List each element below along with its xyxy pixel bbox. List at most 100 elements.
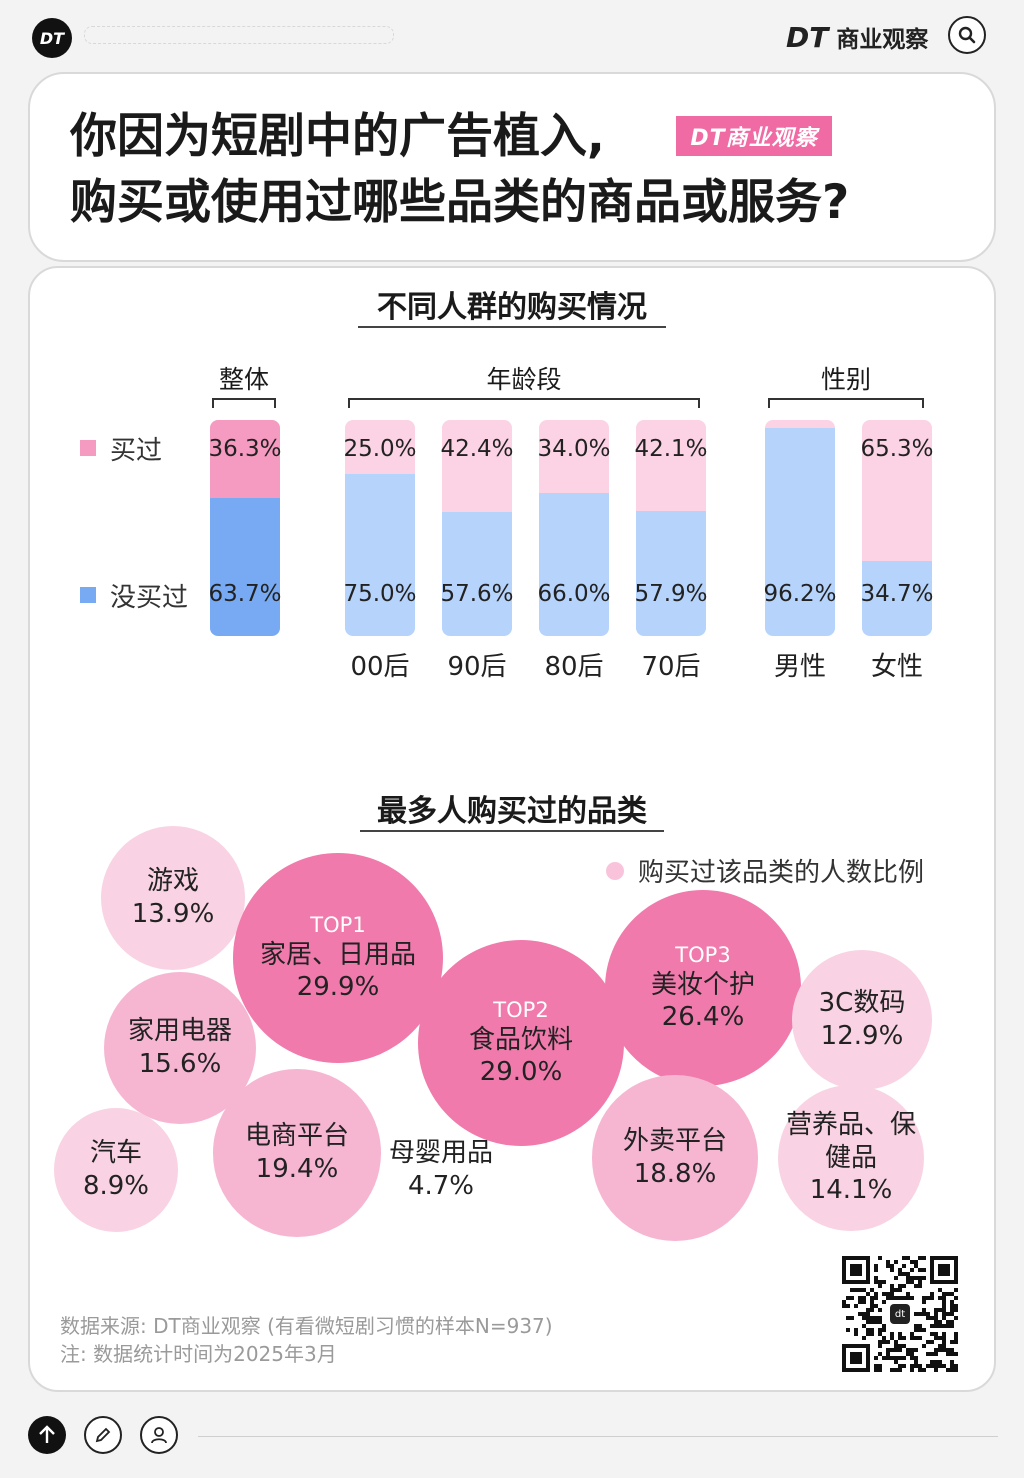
bubble-category-name: 母婴用品 (388, 1138, 493, 1169)
bubble-category-name: 外卖平台 (622, 1126, 727, 1157)
bar-segment-bought (442, 420, 512, 512)
title-badge: DT商业观察 (676, 116, 832, 156)
x-tick-label: 00后 (350, 652, 410, 682)
edit-button[interactable] (84, 1416, 122, 1454)
legend-not-bought-swatch (80, 587, 96, 603)
pencil-icon (95, 1427, 111, 1443)
bar-3 (539, 420, 609, 636)
bubble-rank: TOP3 (675, 943, 731, 968)
scroll-top-button[interactable] (28, 1416, 66, 1454)
bubble-value: 26.4% (661, 1002, 745, 1033)
section-title-groups: 不同人群的购买情况 (377, 290, 647, 325)
bar-1 (345, 420, 415, 636)
bar-label-not-bought: 96.2% (763, 581, 837, 607)
bar-segment-not-bought (636, 510, 706, 636)
group-label-age: 年龄段 (486, 365, 562, 394)
group-label-gender: 性别 (820, 365, 871, 394)
bubble-value: 15.6% (138, 1048, 222, 1079)
bubble-category-name: 游戏 (146, 866, 199, 897)
bar-label-bought: 42.4% (440, 436, 514, 462)
bar-segment-bought (636, 420, 706, 511)
bubble-category-name: 汽车 (89, 1138, 142, 1169)
bubble-legend-dot (606, 862, 624, 880)
user-icon (151, 1427, 167, 1444)
x-tick-label: 80后 (544, 652, 604, 682)
bubble-category-name: 3C数码 (818, 988, 906, 1019)
bar-segment-bought (765, 420, 835, 429)
bubble-value: 14.1% (809, 1175, 893, 1206)
bubble-value: 12.9% (820, 1020, 904, 1051)
bar-segment-not-bought (210, 498, 280, 636)
bar-label-not-bought: 57.9% (634, 581, 708, 607)
bar-segment-bought (539, 420, 609, 494)
bar-segment-not-bought (765, 428, 835, 636)
bubble-value: 4.7% (407, 1170, 475, 1201)
bracket-overall (212, 398, 276, 408)
address-placeholder[interactable] (84, 26, 394, 44)
bar-5 (765, 420, 835, 636)
qr-code[interactable]: dt (842, 1256, 958, 1372)
group-label-overall: 整体 (218, 365, 269, 394)
bubble-value: 18.8% (633, 1158, 717, 1189)
bar-segment-not-bought (539, 493, 609, 636)
brand-dt: DT (786, 20, 829, 54)
title-line-2: 购买或使用过哪些品类的商品或服务? (70, 175, 850, 230)
bubble-value: 19.4% (255, 1153, 339, 1184)
bubble-value: 13.9% (131, 898, 215, 929)
bubble-6: 汽车 8.9% (53, 1107, 179, 1233)
stacked-bar-chart: 36.3% 63.7% 25.0% 75.0% 00后 42.4% 57.6% 90后 34.0… (0, 0, 1024, 700)
bar-label-not-bought: 75.0% (343, 581, 417, 607)
page-title: 你因为短剧中的广告植入, 购买或使用过哪些品类的商品或服务? (70, 104, 950, 236)
bar-label-bought: 65.3% (860, 436, 934, 462)
profile-button[interactable] (140, 1416, 178, 1454)
bubble-rank: TOP1 (310, 913, 366, 938)
dt-logo[interactable]: DT (32, 18, 72, 58)
bubble-chart: 游戏 13.9% TOP1 家居、日用品 29.9% TOP2 食品饮料 29.0% TOP3 美… (53, 825, 933, 1241)
bottom-bar (0, 1400, 1024, 1478)
bubble-value: 29.9% (296, 972, 380, 1003)
search-button[interactable] (948, 16, 986, 54)
bubble-legend-label: 购买过该品类的人数比例 (638, 858, 925, 888)
bar-label-bought: 42.1% (634, 436, 708, 462)
bubble-4: 3C数码 12.9% (791, 949, 933, 1091)
section-title-categories: 最多人购买过的品类 (377, 794, 647, 829)
brand-name: 商业观察 (836, 27, 929, 53)
x-tick-label: 男性 (773, 652, 826, 682)
x-tick-label: 90后 (447, 652, 507, 682)
bracket-age (348, 398, 700, 408)
bar-label-not-bought: 57.6% (440, 581, 514, 607)
date-note: 注: 数据统计时间为2025年3月 (60, 1342, 337, 1366)
bar-segment-not-bought (442, 511, 512, 636)
bar-6 (862, 420, 932, 636)
bubble-9: 外卖平台 18.8% (592, 1075, 758, 1241)
header-card (28, 72, 996, 262)
bar-label-not-bought: 66.0% (537, 581, 611, 607)
bar-label-bought: 25.0% (343, 436, 417, 462)
bubble-category-name: 家用电器 (127, 1016, 232, 1047)
section-title-underline (358, 326, 666, 328)
bar-segment-bought (862, 420, 932, 562)
bar-4 (636, 420, 706, 636)
legend-not-bought-label: 没买过 (110, 583, 189, 613)
bubble-7: 电商平台 19.4% (213, 1069, 381, 1237)
bar-segment-not-bought (862, 561, 932, 636)
bar-label-bought: 34.0% (537, 436, 611, 462)
qr-code-icon: dt (842, 1256, 958, 1372)
bar-segment-bought (210, 420, 280, 499)
x-tick-label: 70后 (641, 652, 701, 682)
bubble-2: TOP2 食品饮料 29.0% (417, 939, 625, 1147)
title-line-1: 你因为短剧中的广告植入, (70, 109, 605, 164)
bar-2 (442, 420, 512, 636)
bubble-category-name: 营养品、保健品 (785, 1110, 916, 1173)
bar-0 (210, 420, 280, 636)
bubble-value: 29.0% (479, 1057, 563, 1088)
bubble-category-name: 家居、日用品 (259, 939, 416, 970)
bubble-value: 8.9% (82, 1170, 150, 1201)
bar-segment-bought (345, 420, 415, 474)
bubble-category-name: 电商平台 (244, 1121, 349, 1152)
bubble-8: 母婴用品 4.7% (387, 1116, 494, 1223)
bubble-5: 家用电器 15.6% (104, 972, 256, 1124)
bubble-category-name: 美妆个护 (650, 969, 755, 1000)
bubble-1: TOP1 家居、日用品 29.9% (232, 852, 444, 1064)
bubble-10: 营养品、保健品 14.1% (778, 1085, 924, 1231)
